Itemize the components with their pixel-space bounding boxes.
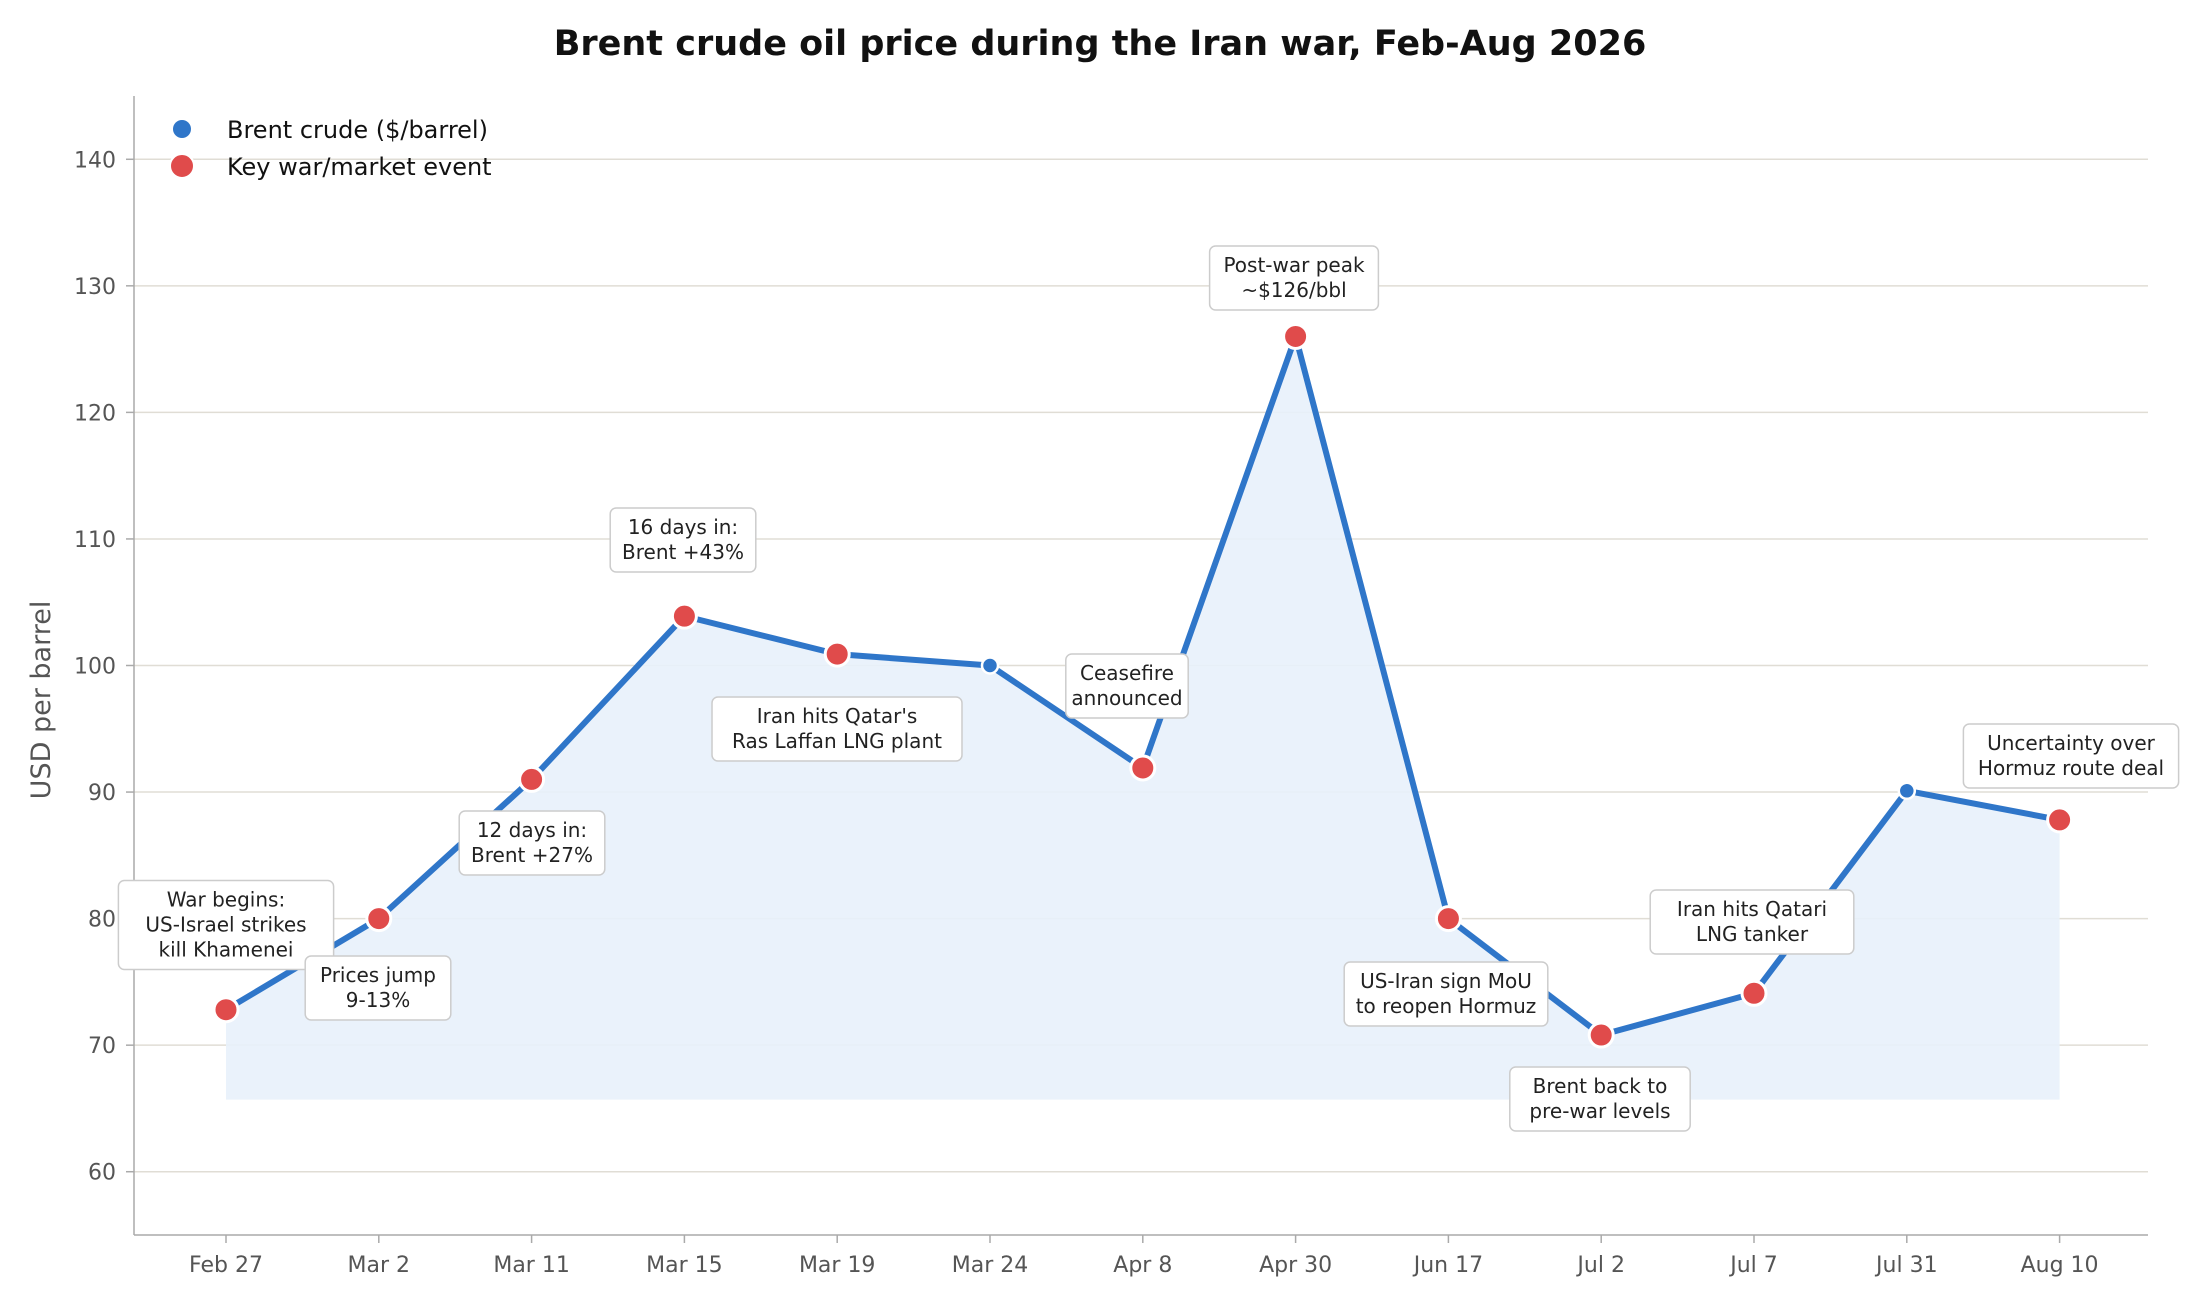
annotation-box	[304, 955, 452, 1021]
event-marker-Mar 11	[518, 765, 546, 793]
annotation-text: Hormuz route deal	[1978, 756, 2164, 780]
x-tick-label: Jul 31	[1874, 1253, 1938, 1278]
event-marker-Mar 19	[823, 640, 851, 668]
x-tick-label: Jul 7	[1728, 1253, 1778, 1278]
annotation-text: pre-war levels	[1529, 1099, 1670, 1123]
annotation-text: US-Iran sign MoU	[1360, 969, 1532, 993]
event-marker-Jun 17	[1434, 905, 1462, 933]
x-tick-label: Apr 8	[1113, 1253, 1172, 1278]
event-marker-Jul 7	[1740, 979, 1768, 1007]
annotation-text: announced	[1071, 686, 1182, 710]
annotation-text: 12 days in:	[477, 818, 587, 842]
annotation-text: Brent +43%	[622, 540, 744, 564]
y-tick-label-80: 80	[88, 908, 116, 933]
y-tick-label-110: 110	[74, 528, 116, 553]
annotation-text: kill Khamenei	[159, 938, 294, 962]
annotation-text: Brent +27%	[471, 843, 593, 867]
annotation-text: ~$126/bbl	[1241, 278, 1346, 302]
annotation-box	[1065, 653, 1189, 719]
annotation-Jun 17: US-Iran sign MoUto reopen Hormuz	[1343, 961, 1549, 1027]
data-point-Jul 31	[1897, 781, 1917, 801]
x-tick-label: Mar 24	[952, 1253, 1029, 1278]
annotation-text: US-Israel strikes	[145, 913, 306, 937]
data-points	[212, 322, 2074, 1049]
annotation-box	[458, 810, 606, 876]
annotation-box	[1509, 1066, 1691, 1132]
event-marker-Apr 8	[1129, 754, 1157, 782]
x-tick-label: Jun 17	[1412, 1253, 1483, 1278]
event-marker-Apr 30	[1282, 322, 1310, 350]
event-marker-Feb 27	[212, 996, 240, 1024]
y-axis-label: USD per barrel	[26, 601, 57, 800]
annotation-Feb 27: War begins:US-Israel strikeskill Khamene…	[117, 879, 335, 971]
x-tick-label: Mar 15	[646, 1253, 723, 1278]
x-tick-label: Jul 2	[1575, 1253, 1625, 1278]
legend-marker-event	[169, 153, 195, 179]
area-fill-path	[226, 336, 2060, 1100]
annotation-box	[1343, 961, 1549, 1027]
x-tick-label: Mar 2	[348, 1253, 411, 1278]
annotation-box	[1962, 723, 2180, 789]
annotation-box	[1649, 889, 1855, 955]
annotation-text: Uncertainty over	[1987, 731, 2156, 755]
annotation-box	[711, 696, 963, 762]
annotation-Jul 2: Brent back topre-war levels	[1509, 1066, 1691, 1132]
annotation-box	[117, 879, 335, 971]
annotation-text: Iran hits Qatari	[1677, 897, 1827, 921]
annotation-text: War begins:	[167, 888, 285, 912]
y-tick-label-70: 70	[88, 1034, 116, 1059]
x-tick-label: Mar 19	[799, 1253, 876, 1278]
legend-label-series: Brent crude ($/barrel)	[227, 116, 488, 144]
x-tick-label: Feb 27	[189, 1253, 263, 1278]
x-tick-label: Mar 11	[493, 1253, 570, 1278]
annotation-text: LNG tanker	[1696, 922, 1809, 946]
legend-marker-series	[173, 120, 191, 138]
data-point-Mar 24	[980, 656, 1000, 675]
legend: Brent crude ($/barrel) Key war/market eve…	[169, 116, 492, 181]
x-tick-label: Apr 30	[1259, 1253, 1332, 1278]
annotation-box	[1208, 245, 1380, 311]
annotation-box	[609, 507, 757, 573]
area-fill	[226, 336, 2060, 1100]
y-tick-label-60: 60	[88, 1161, 116, 1186]
x-tick-labels: Feb 27 Mar 2 Mar 11 Mar 15 Mar 19 Mar 24 Apr 8…	[189, 1253, 2099, 1278]
annotation-Apr 30: Post-war peak~$126/bbl	[1208, 245, 1380, 311]
annotation-Apr 8: Ceasefireannounced	[1065, 653, 1189, 719]
annotation-text: Iran hits Qatar's	[757, 704, 918, 728]
annotation-text: Prices jump	[320, 963, 436, 987]
annotation-text: to reopen Hormuz	[1356, 994, 1537, 1018]
annotation-Jul 7: Iran hits QatariLNG tanker	[1649, 889, 1855, 955]
y-tick-label-140: 140	[74, 148, 116, 173]
annotation-Mar 15: 16 days in:Brent +43%	[609, 507, 757, 573]
annotation-Mar 2: Prices jump9-13%	[304, 955, 452, 1021]
legend-label-event: Key war/market event	[227, 153, 492, 181]
y-tick-label-120: 120	[74, 401, 116, 426]
annotation-text: 16 days in:	[628, 515, 738, 539]
event-marker-Mar 2	[365, 905, 393, 933]
y-tick-label-100: 100	[74, 655, 116, 680]
y-tick-label-90: 90	[88, 781, 116, 806]
annotation-text: 9-13%	[346, 988, 410, 1012]
y-tick-labels: 60 70 80 90 100 110 120 130 140	[74, 148, 116, 1185]
event-marker-Mar 15	[670, 602, 698, 630]
annotation-Mar 19: Iran hits Qatar'sRas Laffan LNG plant	[711, 696, 963, 762]
x-tick-label: Aug 10	[2021, 1253, 2099, 1278]
annotation-Mar 11: 12 days in:Brent +27%	[458, 810, 606, 876]
annotation-text: Brent back to	[1533, 1074, 1668, 1098]
y-tick-label-130: 130	[74, 275, 116, 300]
event-marker-Jul 2	[1587, 1021, 1615, 1049]
annotation-Aug 10: Uncertainty overHormuz route deal	[1962, 723, 2180, 789]
chart-title: Brent crude oil price during the Iran wa…	[554, 24, 1647, 64]
annotation-text: Ras Laffan LNG plant	[732, 729, 942, 753]
event-marker-Aug 10	[2046, 806, 2074, 834]
annotation-text: Post-war peak	[1223, 253, 1365, 277]
annotation-text: Ceasefire	[1080, 661, 1174, 685]
